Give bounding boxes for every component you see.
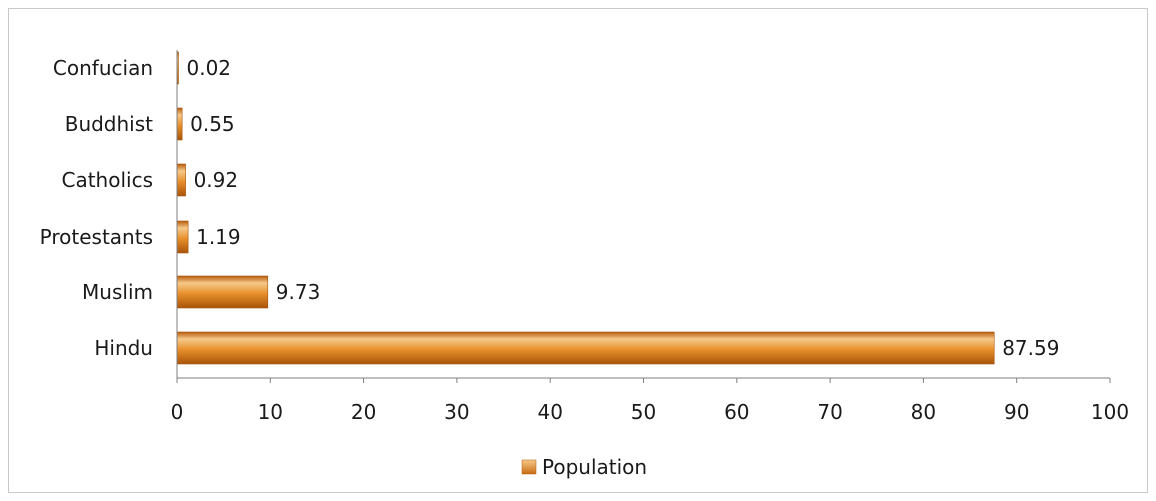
category-label: Catholics <box>61 168 153 192</box>
category-label: Hindu <box>94 336 153 360</box>
bar-catholics <box>176 163 186 197</box>
bar-buddhist <box>176 107 183 141</box>
data-label: 0.92 <box>194 168 239 192</box>
category-label: Muslim <box>82 280 153 304</box>
bar-muslim <box>176 275 269 309</box>
x-tick-label: 100 <box>1091 400 1129 424</box>
data-labels: 0.02 0.55 0.92 1.19 9.73 87.59 <box>187 56 1060 360</box>
bar-hindu <box>176 331 995 365</box>
bars-group <box>176 51 995 365</box>
x-tick-label: 20 <box>351 400 376 424</box>
data-label: 1.19 <box>196 225 241 249</box>
x-axis-ticks: 0 10 20 30 40 50 60 70 80 90 100 <box>171 378 1129 424</box>
chart-frame <box>8 8 1148 493</box>
x-tick-label: 60 <box>724 400 749 424</box>
bar-protestants <box>176 220 189 254</box>
x-tick-label: 40 <box>537 400 562 424</box>
x-tick-label: 30 <box>444 400 469 424</box>
category-label: Buddhist <box>65 112 153 136</box>
category-label: Protestants <box>40 225 153 249</box>
legend-swatch <box>521 459 537 475</box>
category-label: Confucian <box>53 56 153 80</box>
data-label: 87.59 <box>1002 336 1059 360</box>
x-tick-label: 70 <box>817 400 842 424</box>
x-tick-label: 50 <box>631 400 656 424</box>
x-tick-label: 80 <box>911 400 936 424</box>
x-tick-label: 10 <box>258 400 283 424</box>
x-tick-label: 0 <box>171 400 184 424</box>
data-label: 9.73 <box>276 280 321 304</box>
legend-label: Population <box>542 455 647 479</box>
data-label: 0.55 <box>190 112 235 136</box>
legend: Population <box>521 455 647 479</box>
category-labels: Confucian Buddhist Catholics Protestants Mus… <box>40 56 154 360</box>
data-label: 0.02 <box>187 56 232 80</box>
x-tick-label: 90 <box>1004 400 1029 424</box>
